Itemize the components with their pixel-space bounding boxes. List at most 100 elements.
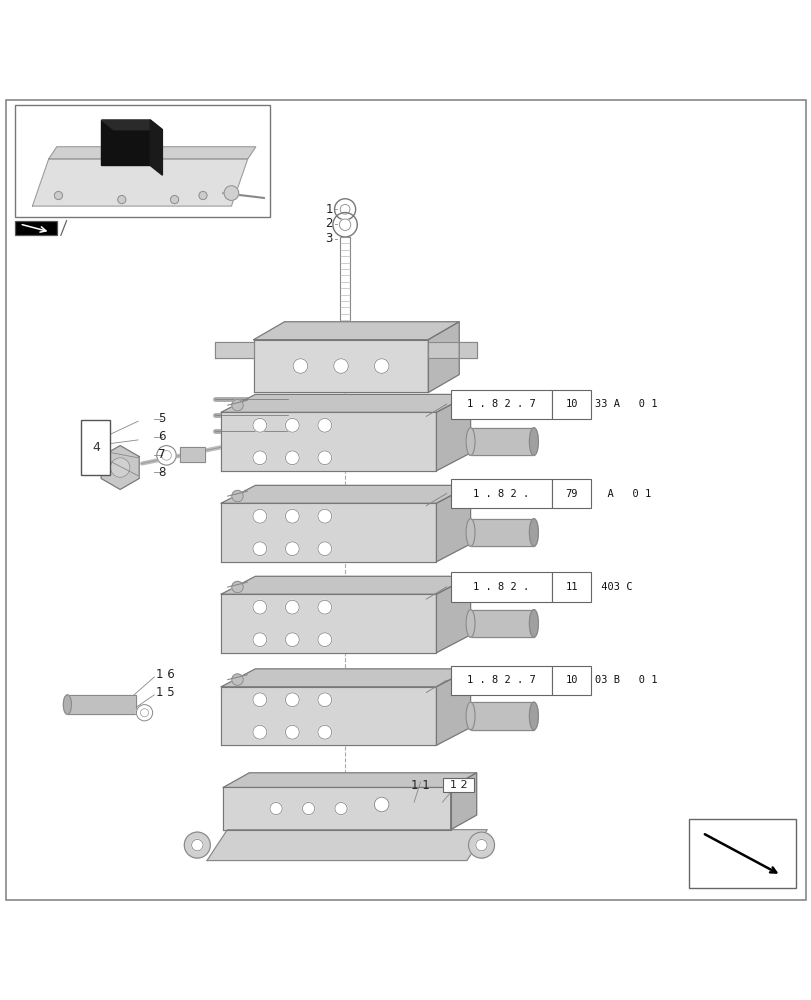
Circle shape xyxy=(334,199,355,220)
Text: 03 B   0 1: 03 B 0 1 xyxy=(594,675,657,685)
Bar xyxy=(470,610,534,637)
Polygon shape xyxy=(436,576,470,653)
Text: 4: 4 xyxy=(92,441,100,454)
Circle shape xyxy=(253,600,266,614)
Bar xyxy=(470,702,534,730)
Circle shape xyxy=(285,451,299,465)
Circle shape xyxy=(285,633,299,647)
Bar xyxy=(67,695,136,714)
Text: 1 5: 1 5 xyxy=(156,686,174,699)
Circle shape xyxy=(318,693,332,707)
Circle shape xyxy=(157,446,176,465)
Circle shape xyxy=(161,450,171,460)
Polygon shape xyxy=(221,594,436,653)
Circle shape xyxy=(285,693,299,707)
Bar xyxy=(450,390,551,419)
Circle shape xyxy=(118,196,126,204)
Text: 1 . 8 2 .: 1 . 8 2 . xyxy=(473,489,529,499)
Circle shape xyxy=(253,509,266,523)
Circle shape xyxy=(184,832,210,858)
Circle shape xyxy=(253,451,266,465)
Bar xyxy=(443,778,474,792)
Text: 2: 2 xyxy=(325,217,333,230)
Bar xyxy=(551,572,590,601)
Polygon shape xyxy=(221,576,470,594)
Circle shape xyxy=(374,359,388,373)
Polygon shape xyxy=(450,773,476,830)
Ellipse shape xyxy=(529,519,538,546)
Circle shape xyxy=(253,542,266,556)
Circle shape xyxy=(318,451,332,465)
Bar xyxy=(81,420,110,475)
Text: 1 6: 1 6 xyxy=(156,668,174,681)
Polygon shape xyxy=(221,687,436,745)
Circle shape xyxy=(293,359,307,373)
Bar xyxy=(688,819,795,888)
Text: 1 . 8 2 .: 1 . 8 2 . xyxy=(473,582,529,592)
Text: 7: 7 xyxy=(158,448,165,461)
Bar xyxy=(67,695,136,714)
Text: 10: 10 xyxy=(564,399,577,409)
Bar xyxy=(470,428,534,455)
Bar xyxy=(180,447,204,462)
Polygon shape xyxy=(221,394,470,412)
Circle shape xyxy=(285,725,299,739)
Polygon shape xyxy=(436,394,470,471)
Text: 1 . 8 2 . 7: 1 . 8 2 . 7 xyxy=(466,399,535,409)
Circle shape xyxy=(253,725,266,739)
Circle shape xyxy=(170,196,178,204)
Circle shape xyxy=(318,542,332,556)
Polygon shape xyxy=(150,120,162,175)
Text: 403 C: 403 C xyxy=(594,582,632,592)
Bar xyxy=(180,447,204,462)
Circle shape xyxy=(224,186,238,200)
Ellipse shape xyxy=(466,610,474,637)
Circle shape xyxy=(285,418,299,432)
Text: 1 2: 1 2 xyxy=(449,780,467,790)
Polygon shape xyxy=(223,773,476,787)
Circle shape xyxy=(191,839,203,851)
Circle shape xyxy=(232,674,243,685)
Text: 5: 5 xyxy=(158,412,165,425)
Bar xyxy=(450,479,551,508)
Circle shape xyxy=(232,490,243,502)
Circle shape xyxy=(318,509,332,523)
Circle shape xyxy=(318,725,332,739)
Polygon shape xyxy=(207,830,487,861)
Polygon shape xyxy=(428,342,476,358)
Text: 10: 10 xyxy=(564,675,577,685)
Polygon shape xyxy=(101,446,139,489)
Polygon shape xyxy=(32,159,247,206)
Text: 6: 6 xyxy=(158,430,165,443)
Bar xyxy=(470,519,534,546)
Polygon shape xyxy=(436,669,470,745)
Bar xyxy=(450,666,551,695)
Circle shape xyxy=(269,802,281,815)
Circle shape xyxy=(232,581,243,593)
Circle shape xyxy=(333,359,348,373)
Ellipse shape xyxy=(466,428,474,455)
Polygon shape xyxy=(221,669,470,687)
Ellipse shape xyxy=(466,702,474,730)
Circle shape xyxy=(232,399,243,411)
Text: 1 . 8 2 . 7: 1 . 8 2 . 7 xyxy=(466,675,535,685)
Bar xyxy=(15,105,270,217)
Ellipse shape xyxy=(63,695,71,714)
Polygon shape xyxy=(221,485,470,503)
Text: 3: 3 xyxy=(325,232,333,245)
Text: 1: 1 xyxy=(325,203,333,216)
Circle shape xyxy=(318,600,332,614)
Ellipse shape xyxy=(466,519,474,546)
Bar xyxy=(470,702,534,730)
Bar xyxy=(551,666,590,695)
Polygon shape xyxy=(49,147,255,159)
Circle shape xyxy=(253,633,266,647)
Bar xyxy=(551,479,590,508)
Polygon shape xyxy=(221,412,436,471)
Bar xyxy=(15,221,57,235)
Text: 1 1: 1 1 xyxy=(410,779,430,792)
Circle shape xyxy=(199,191,207,200)
Polygon shape xyxy=(101,120,162,130)
Polygon shape xyxy=(253,340,428,392)
Circle shape xyxy=(110,458,130,477)
